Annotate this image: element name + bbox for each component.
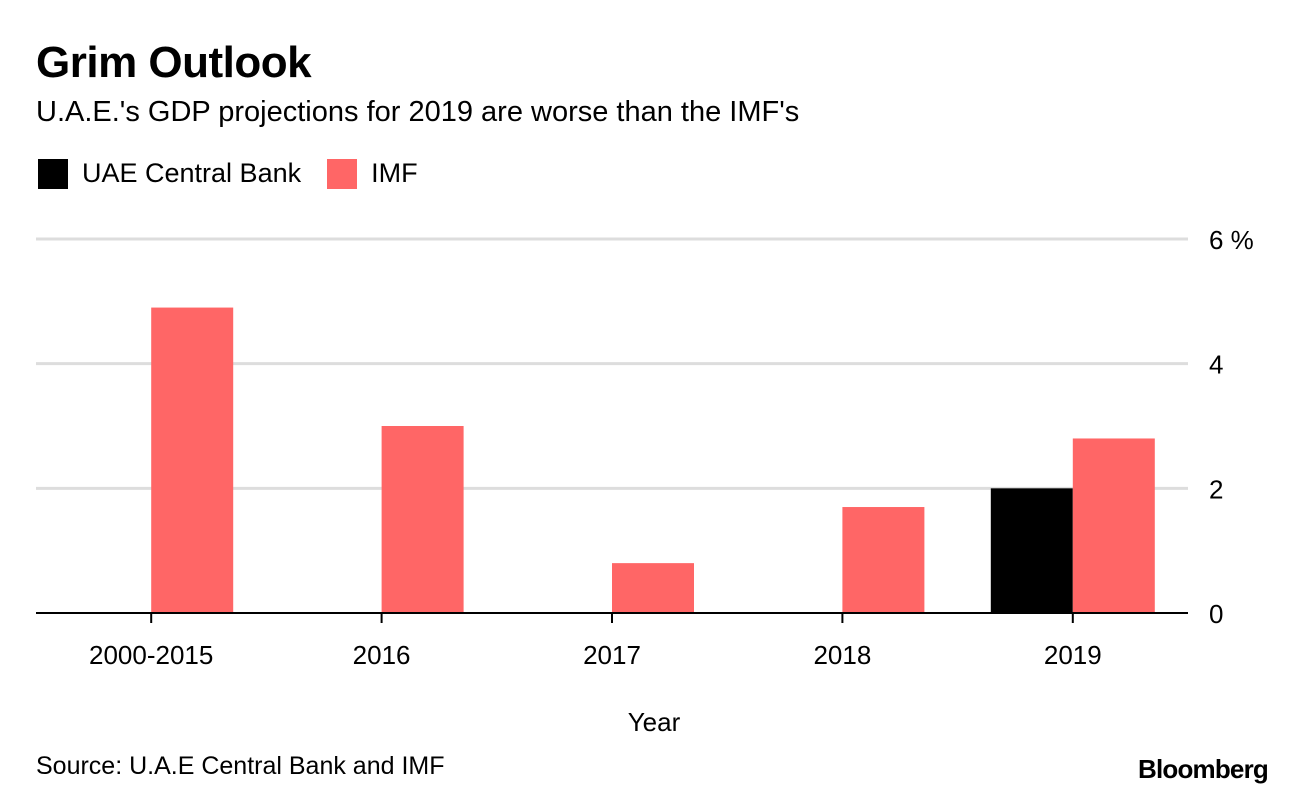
bar-imf-2017 [612,563,694,613]
bar-uae-central-bank-2019 [990,488,1073,613]
x-tick-label-2018: 2018 [813,640,871,670]
x-tick-label-2000-2015: 2000-2015 [89,640,213,670]
x-tick-label-2017: 2017 [583,640,641,670]
bloomberg-logo: Bloomberg [1137,754,1269,784]
legend-label-imf: IMF [371,158,418,188]
legend-item-imf: IMF [327,158,418,189]
chart-subtitle: U.A.E.'s GDP projections for 2019 are wo… [36,96,800,128]
y-tick-label-4: 4 [1209,350,1223,380]
legend-swatch-uae-central-bank [38,158,68,189]
x-tick-label-2019: 2019 [1044,640,1102,670]
bar-imf-2018 [842,507,925,613]
source-note: Source: U.A.E Central Bank and IMF [36,752,445,780]
bar-imf-2016 [381,426,464,613]
legend-item-uae-central-bank: UAE Central Bank [38,158,301,189]
legend-swatch-imf [327,158,358,189]
legend-label-uae-central-bank: UAE Central Bank [82,158,302,188]
bar-imf-2019 [1072,438,1155,613]
y-tick-label-0: 0 [1209,599,1223,629]
y-tick-label-6: 6 % [1209,225,1254,255]
y-tick-label-2: 2 [1209,474,1223,504]
x-tick-label-2016: 2016 [353,640,411,670]
x-axis-title: Year [628,707,681,737]
chart-title: Grim Outlook [36,38,312,87]
bar-imf-2000-2015 [151,307,234,613]
legend: UAE Central Bank IMF [38,158,444,189]
